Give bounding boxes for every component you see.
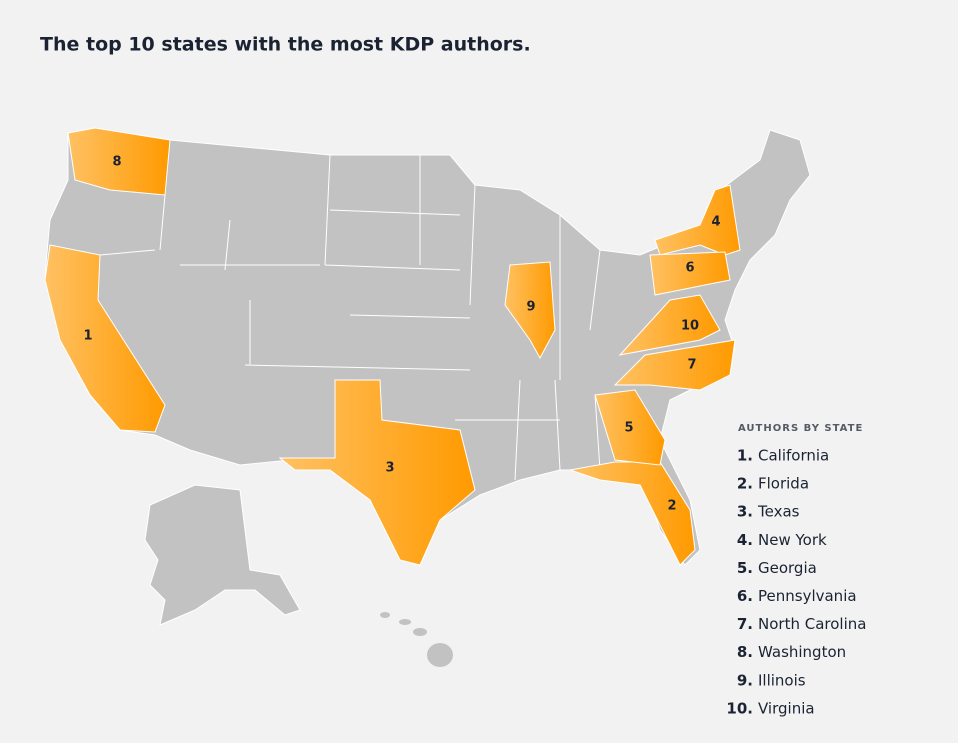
legend-number: 1. [737,447,753,465]
state-rank-label: 6 [685,261,694,276]
state-rank-label: 4 [711,215,720,230]
legend-number: 6. [737,587,753,605]
legend-state: New York [758,531,827,549]
state-rank-label: 10 [681,319,699,334]
state-borders [99,154,601,481]
state-rank-label: 5 [624,421,633,436]
highlighted-state [67,127,171,196]
legend-number: 7. [737,615,753,633]
highlighted-state [654,184,741,256]
legend-state: Washington [758,643,846,661]
island [399,619,411,625]
island [380,612,390,618]
legend-state: North Carolina [758,615,866,633]
us-map: 1 2 3 4 5 6 7 8 9 10 [44,127,811,667]
highlighted-state [44,244,166,433]
legend-state: Georgia [758,559,817,577]
legend-number: 4. [737,531,753,549]
legend-number: 8. [737,643,753,661]
highlighted-state [649,251,731,296]
legend-state: Florida [758,475,809,493]
highlighted-state [613,339,736,391]
border-lines [99,154,601,481]
legend-number: 3. [737,503,753,521]
legend: AUTHORS BY STATE 1. California 2. Florida 3.… [726,423,866,717]
state-rank-label: 9 [526,300,535,315]
state-rank-label: 8 [112,155,121,170]
legend-state: Pennsylvania [758,587,857,605]
hawaii [380,612,453,667]
state-rank-label: 1 [83,329,92,344]
state-rank-label: 2 [667,499,676,514]
highlighted-state [504,261,556,360]
highlighted-state [278,379,476,566]
legend-number: 2. [737,475,753,493]
legend-number: 10. [726,699,753,717]
legend-state: Texas [757,503,800,521]
state-rank-label: 3 [385,461,394,476]
title: The top 10 states with the most KDP auth… [40,34,531,56]
alaska [144,484,301,626]
legend-heading: AUTHORS BY STATE [738,423,863,434]
island [413,628,427,636]
legend-state: Virginia [758,699,815,717]
island [427,643,453,667]
legend-state: California [758,447,829,465]
highlighted-state [618,294,721,356]
legend-number: 5. [737,559,753,577]
state-rank-label: 7 [687,358,696,373]
legend-number: 9. [737,671,753,689]
highlighted-state [594,389,666,466]
legend-state: Illinois [758,671,806,689]
